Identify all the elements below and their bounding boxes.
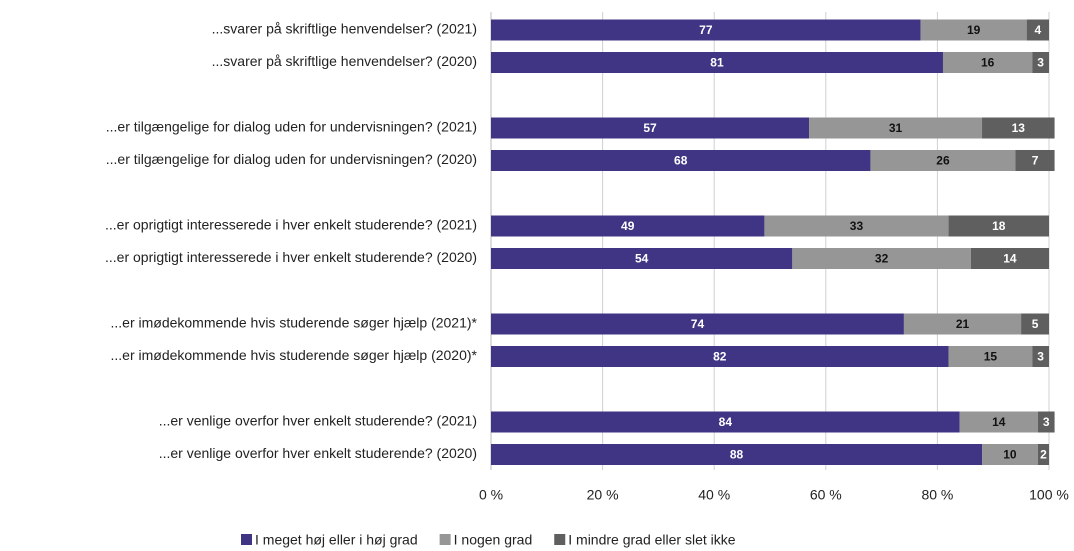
data-label: 82: [713, 350, 727, 364]
y-tick-label: ...er oprigtigt interesserede i hver enk…: [105, 217, 477, 233]
data-label: 15: [984, 350, 998, 364]
y-tick-label: ...er tilgængelige for dialog uden for u…: [106, 119, 477, 135]
bar-segment: [491, 444, 983, 465]
bar-segment: [982, 117, 1055, 139]
bar-segment: [1037, 411, 1055, 433]
legend-label: I mindre grad eller slet ikke: [568, 532, 736, 548]
bar-segment: [491, 346, 949, 367]
bar-segment: [491, 150, 871, 171]
bar-segment: [1015, 150, 1055, 171]
bar-segment: [959, 411, 1038, 433]
x-tick-label: 20 %: [587, 487, 619, 503]
data-label: 3: [1037, 350, 1044, 364]
data-label: 68: [674, 154, 688, 168]
data-label: 14: [992, 415, 1006, 429]
legend-swatch: [241, 534, 252, 545]
data-label: 10: [1003, 448, 1017, 462]
data-label: 31: [889, 121, 903, 135]
data-label: 84: [719, 415, 733, 429]
data-label: 33: [850, 219, 864, 233]
bar-segment: [1037, 444, 1049, 465]
bar-segment: [920, 19, 1027, 41]
data-label: 54: [635, 252, 649, 266]
y-tick-label: ...er oprigtigt interesserede i hver enk…: [105, 249, 477, 265]
data-label: 2: [1040, 448, 1047, 462]
x-tick-label: 100 %: [1029, 487, 1069, 503]
y-tick-label: ...er tilgængelige for dialog uden for u…: [106, 151, 477, 167]
data-label: 88: [730, 448, 744, 462]
bar-segment: [491, 19, 921, 41]
data-label: 18: [992, 219, 1006, 233]
data-label: 19: [967, 23, 981, 37]
bar-segment: [792, 248, 971, 269]
y-tick-label: ...er imødekommende hvis studerende søge…: [110, 347, 477, 363]
bar-segment: [1021, 313, 1049, 335]
bar-segment: [942, 52, 1033, 73]
bar-segment: [970, 248, 1049, 269]
data-label: 77: [699, 23, 713, 37]
x-tick-label: 80 %: [921, 487, 953, 503]
legend-swatch: [554, 534, 566, 545]
bar-segment: [870, 150, 1016, 171]
bar-segment: [1032, 52, 1049, 73]
bar-segment: [948, 346, 1033, 367]
data-label: 16: [981, 56, 995, 70]
y-tick-label: ...er venlige overfor hver enkelt studer…: [159, 445, 477, 461]
legend-label: I meget høj eller i høj grad: [255, 532, 418, 548]
data-label: 13: [1012, 121, 1026, 135]
data-label: 57: [643, 121, 657, 135]
bar-segment: [491, 52, 943, 73]
bar-segment: [491, 313, 904, 335]
bar-segment: [491, 215, 765, 237]
bar-segment: [491, 248, 793, 269]
x-tick-label: 60 %: [810, 487, 842, 503]
y-tick-label: ...svarer på skriftlige henvendelser? (2…: [212, 21, 477, 37]
y-tick-label: ...er venlige overfor hver enkelt studer…: [159, 413, 477, 429]
bar-segment: [809, 117, 983, 139]
data-label: 49: [621, 219, 635, 233]
legend-label: I nogen grad: [454, 532, 533, 548]
bar-segment: [948, 215, 1049, 237]
bar-segment: [491, 117, 810, 139]
bar-segment: [1026, 19, 1049, 41]
data-label: 32: [875, 252, 889, 266]
bar-segment: [764, 215, 949, 237]
data-label: 21: [956, 317, 970, 331]
data-label: 3: [1037, 56, 1044, 70]
y-tick-label: ...er imødekommende hvis studerende søge…: [110, 315, 477, 331]
bar-segment: [1032, 346, 1049, 367]
data-label: 7: [1032, 154, 1039, 168]
bar-segment: [982, 444, 1038, 465]
data-label: 74: [691, 317, 705, 331]
x-tick-label: 0 %: [479, 487, 503, 503]
bar-segment: [903, 313, 1022, 335]
x-tick-label: 40 %: [698, 487, 730, 503]
data-label: 26: [936, 154, 950, 168]
bar-segment: [491, 411, 960, 433]
data-label: 3: [1043, 415, 1050, 429]
data-label: 81: [710, 56, 724, 70]
legend-swatch: [439, 534, 451, 545]
data-label: 4: [1034, 23, 1041, 37]
data-label: 5: [1032, 317, 1039, 331]
y-tick-label: ...svarer på skriftlige henvendelser? (2…: [212, 53, 477, 69]
data-label: 14: [1003, 252, 1017, 266]
